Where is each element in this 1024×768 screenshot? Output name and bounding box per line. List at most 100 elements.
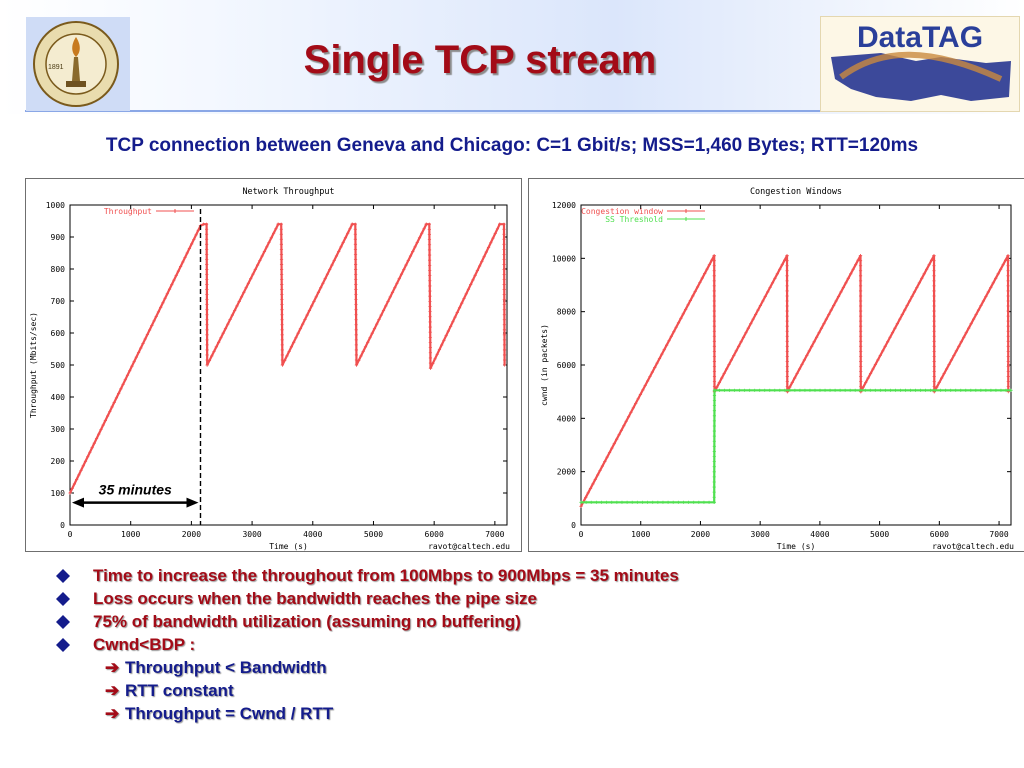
data-point [712, 454, 716, 459]
data-point [913, 388, 918, 392]
data-point [868, 388, 872, 392]
data-point [167, 287, 172, 291]
data-point [969, 322, 973, 326]
data-point [386, 299, 390, 304]
bullet-text: Time to increase the throughout from 100… [93, 566, 679, 585]
x-axis-label: Time (s) [269, 542, 308, 551]
data-point [712, 398, 717, 403]
data-point [399, 272, 404, 276]
data-point [428, 299, 432, 303]
data-point [205, 298, 209, 302]
data-point [964, 388, 968, 392]
arrow-left-icon [72, 497, 84, 508]
data-point [785, 279, 789, 283]
data-point [932, 344, 936, 348]
data-point [269, 236, 273, 240]
data-point [354, 272, 358, 277]
data-point [274, 227, 278, 231]
data-point [384, 304, 388, 308]
data-point [805, 353, 809, 357]
data-point [691, 294, 695, 298]
data-point [354, 293, 358, 297]
data-point [280, 353, 284, 357]
data-point [244, 286, 248, 290]
data-point [502, 363, 507, 367]
data-point [947, 362, 951, 367]
data-point [451, 320, 455, 324]
data-point [778, 267, 782, 271]
data-point [427, 232, 431, 237]
data-point [207, 358, 212, 363]
series-line [580, 255, 1010, 507]
y-tick-label: 10000 [552, 254, 576, 263]
data-point [502, 237, 506, 241]
data-point [415, 240, 419, 244]
data-point [863, 388, 867, 392]
data-point [354, 308, 358, 312]
data-point [354, 338, 358, 342]
data-point [279, 257, 284, 261]
data-point [823, 388, 827, 392]
data-point [712, 329, 716, 333]
data-point [793, 376, 797, 380]
data-point [607, 451, 612, 455]
data-point [763, 388, 767, 392]
data-point [743, 388, 747, 392]
data-point [641, 388, 645, 392]
data-point [428, 346, 432, 350]
data-point [712, 294, 716, 298]
data-point [858, 259, 863, 263]
data-point [732, 353, 736, 357]
data-point [798, 388, 802, 392]
data-point [712, 314, 716, 318]
data-point [249, 277, 253, 281]
data-point [748, 388, 752, 392]
data-point [205, 252, 209, 256]
data-point [817, 331, 821, 335]
data-point [161, 301, 165, 305]
data-point [205, 313, 209, 317]
data-point [428, 325, 432, 329]
data-point [502, 323, 506, 327]
data-point [712, 259, 716, 263]
data-point [712, 449, 716, 454]
data-point [788, 385, 792, 389]
data-point [280, 363, 285, 367]
data-point [605, 455, 609, 459]
data-point [242, 290, 246, 294]
data-point [279, 242, 283, 246]
data-point [712, 364, 717, 369]
data-point [469, 282, 473, 287]
data-point [123, 378, 127, 382]
data-point [393, 286, 397, 290]
data-point [105, 414, 110, 418]
data-point [949, 388, 953, 392]
data-point [876, 358, 880, 362]
data-point [688, 298, 692, 303]
data-point [622, 424, 626, 428]
data-point [643, 383, 647, 388]
data-point [974, 313, 978, 317]
data-point [634, 401, 638, 405]
credit-label: ravot@caltech.edu [932, 542, 1014, 551]
data-point [312, 299, 316, 304]
data-point [280, 267, 284, 272]
y-tick-label: 4000 [557, 414, 576, 423]
data-point [588, 486, 593, 491]
data-point [785, 354, 789, 359]
data-point [473, 273, 477, 277]
data-point [428, 335, 432, 339]
data-point [859, 309, 863, 313]
data-point [204, 222, 209, 226]
data-point [785, 294, 789, 298]
data-point [808, 388, 812, 392]
data-point [314, 295, 318, 299]
data-point [937, 381, 941, 385]
data-point [839, 290, 843, 294]
data-point [428, 366, 433, 370]
data-point [873, 388, 877, 392]
legend-marker [684, 209, 688, 213]
x-tick-label: 1000 [631, 530, 650, 539]
data-point [785, 359, 789, 364]
legend-label: SS Threshold [605, 215, 663, 224]
